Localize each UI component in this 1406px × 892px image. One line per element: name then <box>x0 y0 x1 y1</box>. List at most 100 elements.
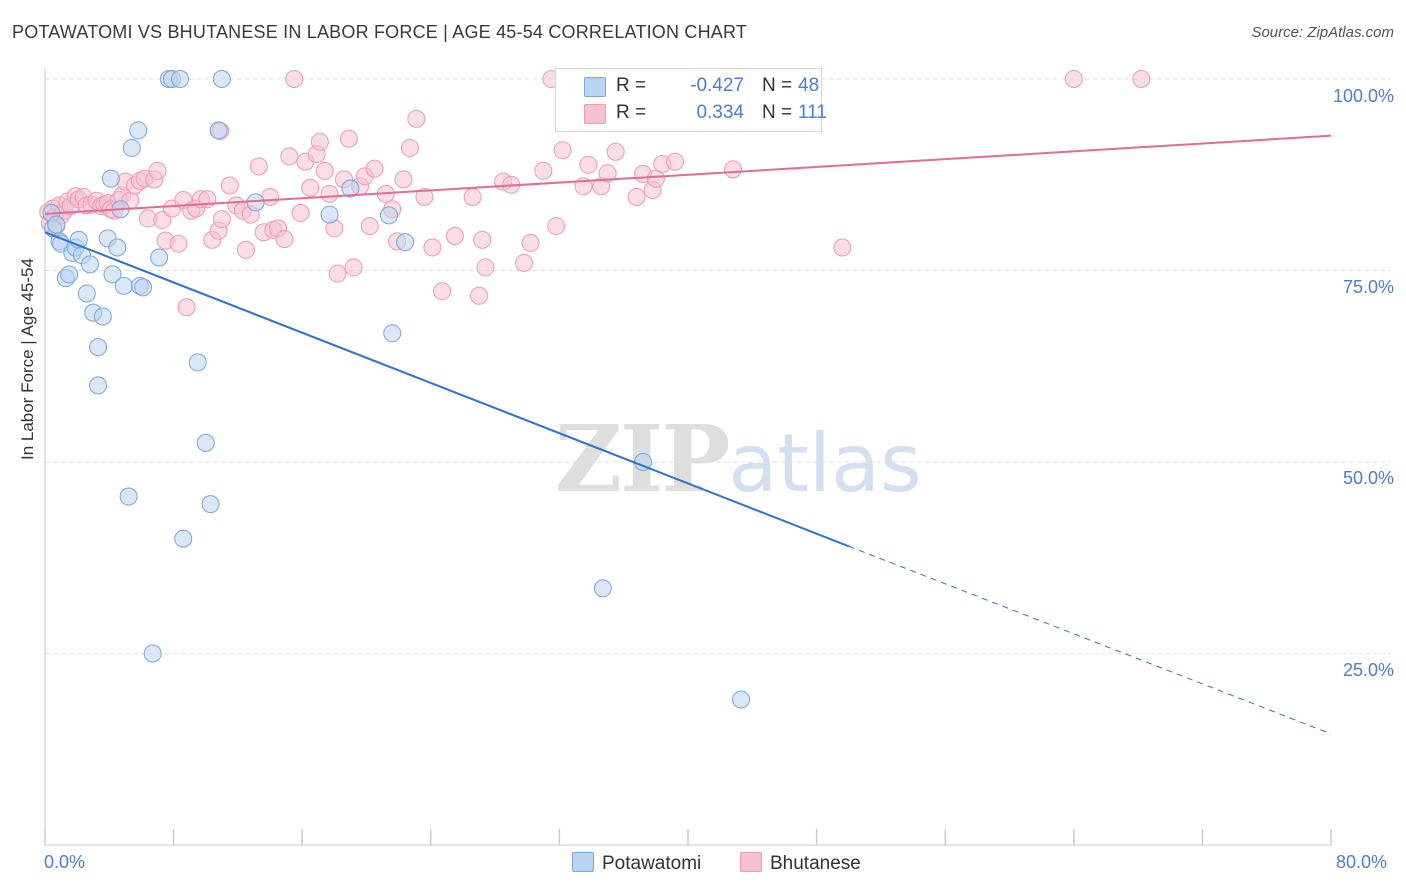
data-point-bhutanese <box>515 253 534 272</box>
chart-title: POTAWATOMI VS BHUTANESE IN LABOR FORCE |… <box>12 22 748 42</box>
data-point-bhutanese <box>476 258 495 277</box>
data-point-bhutanese <box>1064 70 1083 88</box>
data-point-potawatomi <box>81 255 100 274</box>
data-point-bhutanese <box>339 129 358 148</box>
data-point-potawatomi <box>77 284 96 303</box>
data-point-bhutanese <box>212 210 231 229</box>
data-point-potawatomi <box>196 433 215 452</box>
x-tick-label-min: 0.0% <box>44 852 86 872</box>
y-tick-label-50: 50.0% <box>1342 468 1394 488</box>
data-point-bhutanese <box>360 217 379 236</box>
data-point-bhutanese <box>553 141 572 160</box>
data-point-bhutanese <box>521 233 540 252</box>
legend-n-label: N = <box>762 75 793 96</box>
data-point-bhutanese <box>220 176 239 195</box>
data-point-potawatomi <box>732 690 751 709</box>
data-point-potawatomi <box>383 324 402 343</box>
bottom-legend-label-pink: Bhutanese <box>770 853 861 874</box>
data-point-bhutanese <box>534 161 553 180</box>
bottom-legend-swatch-pink <box>740 852 762 872</box>
bottom-legend-swatch-blue <box>572 852 594 872</box>
legend-r-value: -0.427 <box>690 75 744 96</box>
data-point-potawatomi <box>380 206 399 225</box>
data-point-bhutanese <box>598 164 617 183</box>
data-point-bhutanese <box>473 230 492 249</box>
bottom-legend-potawatomi: Potawatomi <box>572 852 701 875</box>
data-point-bhutanese <box>423 238 442 257</box>
data-point-bhutanese <box>177 298 196 317</box>
data-point-bhutanese <box>627 187 646 206</box>
y-tick-label-100: 100.0% <box>1332 86 1394 106</box>
trendline-bhutanese <box>44 134 1332 215</box>
data-point-bhutanese <box>148 161 167 180</box>
data-point-potawatomi <box>108 238 127 257</box>
data-point-bhutanese <box>315 161 334 180</box>
data-point-bhutanese <box>606 142 625 161</box>
bottom-legend-bhutanese: Bhutanese <box>740 852 861 875</box>
data-point-bhutanese <box>236 240 255 259</box>
data-point-bhutanese <box>463 187 482 206</box>
data-point-bhutanese <box>153 210 172 229</box>
data-point-bhutanese <box>724 160 743 179</box>
data-point-potawatomi <box>201 495 220 514</box>
legend-swatch-blue <box>584 77 606 97</box>
data-point-potawatomi <box>188 353 207 372</box>
bottom-legend-label-blue: Potawatomi <box>602 853 702 874</box>
data-point-potawatomi <box>119 487 138 506</box>
x-tick-label-max: 80.0% <box>1336 852 1388 872</box>
y-axis-label: In Labor Force | Age 45-54 <box>18 258 37 460</box>
y-tick-label-25: 25.0% <box>1342 660 1394 680</box>
data-point-potawatomi <box>212 70 231 88</box>
data-point-potawatomi <box>320 205 339 224</box>
data-point-bhutanese <box>301 178 320 197</box>
data-point-bhutanese <box>415 187 434 206</box>
data-point-bhutanese <box>310 132 329 151</box>
legend-r-value: 0.334 <box>696 102 744 123</box>
legend-n-value: 111 <box>798 102 827 123</box>
data-point-bhutanese <box>833 238 852 257</box>
data-point-bhutanese <box>285 70 304 88</box>
data-point-bhutanese <box>547 217 566 236</box>
data-point-bhutanese <box>394 170 413 189</box>
data-point-bhutanese <box>169 234 188 253</box>
data-point-potawatomi <box>143 644 162 663</box>
data-point-bhutanese <box>1132 70 1151 88</box>
legend-n-value: 48 <box>798 75 820 96</box>
data-point-bhutanese <box>470 286 489 305</box>
data-point-potawatomi <box>47 215 66 234</box>
legend-r-label: R = <box>616 102 647 123</box>
data-point-bhutanese <box>275 230 294 249</box>
trendline-potawatomi-extension <box>848 545 1332 735</box>
y-tick-label-75: 75.0% <box>1342 277 1394 297</box>
data-point-bhutanese <box>328 264 347 283</box>
data-point-potawatomi <box>60 265 79 284</box>
data-point-potawatomi <box>171 70 190 88</box>
data-point-bhutanese <box>320 184 339 203</box>
data-point-bhutanese <box>280 147 299 166</box>
data-point-potawatomi <box>89 376 108 395</box>
data-point-potawatomi <box>103 265 122 284</box>
data-point-bhutanese <box>249 157 268 176</box>
data-point-potawatomi <box>129 121 148 140</box>
data-point-potawatomi <box>122 138 141 157</box>
data-point-potawatomi <box>134 278 153 297</box>
data-point-bhutanese <box>433 282 452 301</box>
data-point-bhutanese <box>365 159 384 178</box>
data-point-potawatomi <box>593 579 612 598</box>
source-label: Source: ZipAtlas.com <box>1251 24 1394 41</box>
data-point-bhutanese <box>291 204 310 223</box>
legend-swatch-pink <box>584 104 606 124</box>
data-point-potawatomi <box>101 169 120 188</box>
data-point-bhutanese <box>445 227 464 246</box>
data-point-bhutanese <box>407 109 426 128</box>
data-point-bhutanese <box>344 258 363 277</box>
data-point-potawatomi <box>93 307 112 326</box>
data-point-bhutanese <box>666 152 685 171</box>
data-point-bhutanese <box>579 155 598 174</box>
zipatlas-watermark: ZIPatlas <box>555 405 922 513</box>
data-point-potawatomi <box>114 276 133 295</box>
watermark-atlas: atlas <box>728 417 922 510</box>
data-point-potawatomi <box>209 121 228 140</box>
data-point-bhutanese <box>400 138 419 157</box>
